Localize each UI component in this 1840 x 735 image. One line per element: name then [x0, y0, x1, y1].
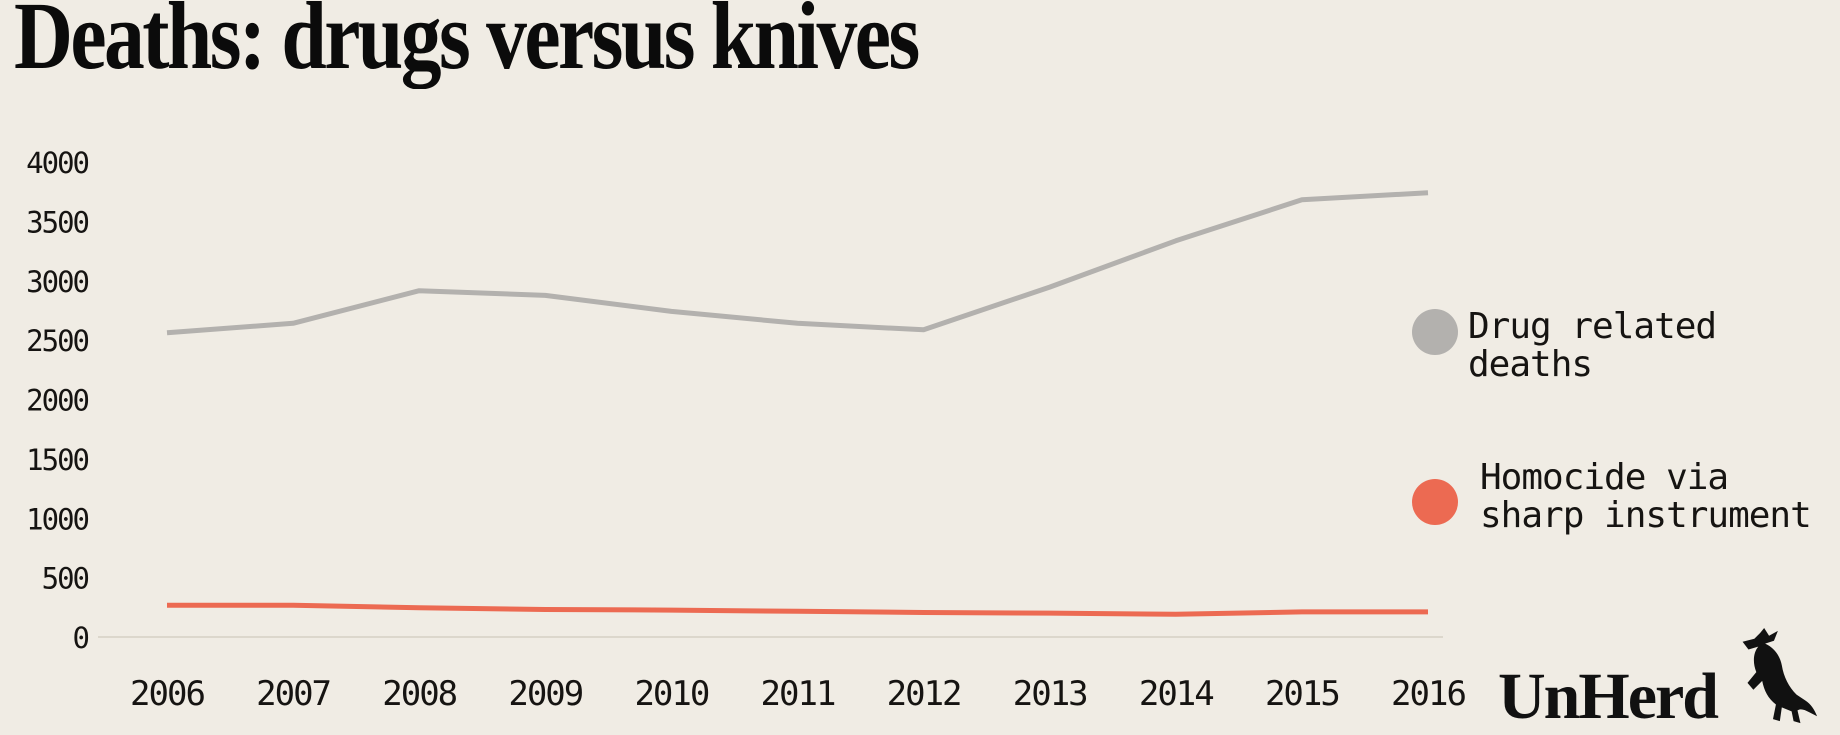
x-tick-label: 2014: [1139, 674, 1213, 714]
y-tick-label: 2500: [26, 324, 88, 358]
unherd-wordmark: UnHerd: [1498, 660, 1719, 733]
x-tick-label: 2013: [1013, 674, 1087, 714]
legend-dot-drug-deaths: [1412, 309, 1458, 355]
x-tick-label: 2015: [1265, 674, 1339, 714]
x-tick-label: 2008: [382, 674, 456, 714]
legend-label-drug-deaths: Drug related deaths: [1468, 306, 1717, 385]
y-tick-label: 4000: [26, 146, 88, 180]
legend-label-line: Drug related: [1468, 306, 1717, 347]
y-tick-label: 3500: [26, 205, 88, 239]
x-tick-label: 2012: [887, 674, 961, 714]
y-tick-label: 1500: [26, 443, 88, 477]
legend-label-line: sharp instrument: [1480, 495, 1812, 536]
x-tick-label: 2009: [508, 674, 582, 714]
chart-title: Deaths: drugs versus knives: [14, 0, 920, 89]
x-tick-label: 2006: [130, 674, 204, 714]
y-tick-label: 0: [73, 621, 89, 655]
legend-label-line: Homocide via: [1480, 457, 1729, 498]
x-tick-label: 2011: [761, 674, 835, 714]
y-tick-label: 1000: [26, 502, 88, 536]
unherd-cow-icon: [1742, 627, 1818, 724]
y-tick-label: 2000: [26, 384, 88, 418]
x-tick-label: 2016: [1391, 674, 1465, 714]
legend-label-sharp-instrument: Homocide via sharp instrument: [1480, 457, 1812, 536]
x-tick-label: 2007: [256, 674, 330, 714]
series-line-homocide-via-sharp-instrument: [167, 602, 1428, 617]
y-tick-label: 3000: [26, 265, 88, 299]
y-tick-label: 500: [42, 562, 89, 596]
legend-label-line: deaths: [1468, 344, 1593, 385]
x-tick-label: 2010: [634, 674, 708, 714]
series-line-drug-related-deaths: [166, 190, 1429, 336]
legend-dot-sharp-instrument: [1412, 479, 1458, 525]
